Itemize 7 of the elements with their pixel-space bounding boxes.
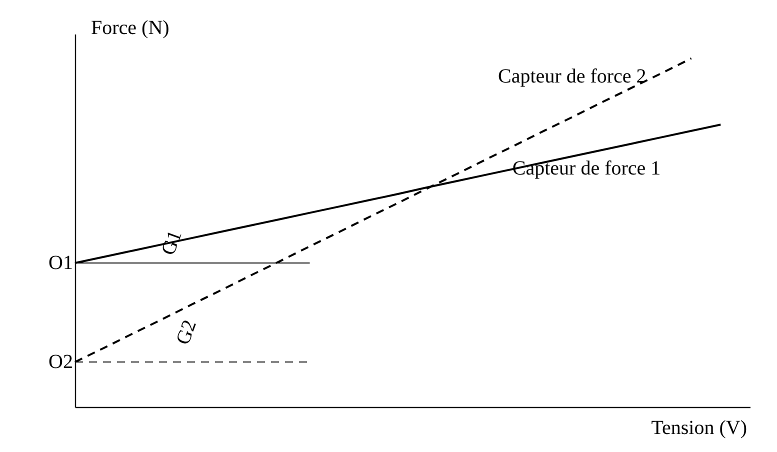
series-label: Capteur de force 1 [512,158,661,180]
text: O2 [48,351,73,374]
text: O1 [48,252,73,274]
annotation: G1 [157,228,186,258]
x-axis-title: Tension (V) [651,417,747,439]
y-axis-title: Force (N) [91,17,170,39]
annotation: G2 [172,317,202,348]
